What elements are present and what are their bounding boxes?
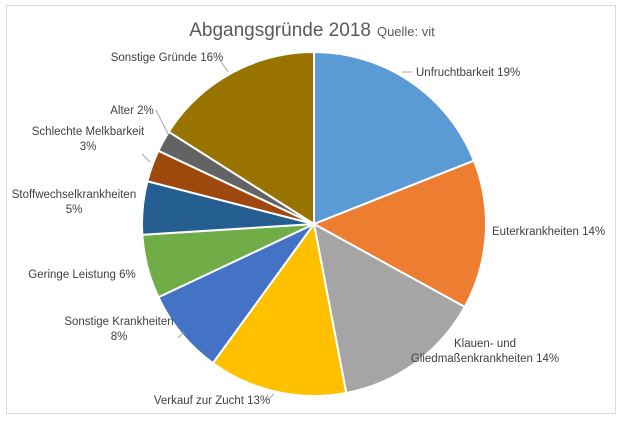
chart-title-row: Abgangsgründe 2018 Quelle: vit [7,20,617,42]
leader-line-10 [219,59,229,73]
data-label-5: Sonstige Krankheiten 8% [64,316,173,343]
leader-line-4 [267,393,275,401]
data-label-2: Euterkrankheiten 14% [492,226,605,238]
pie-slice-1 [313,50,476,226]
leader-line-5 [177,331,185,339]
data-label-7: Stoffwechselkrankheiten 5% [12,189,136,216]
data-label-10: Sonstige Gründe 16% [111,52,224,64]
leader-line-8 [141,153,151,163]
pie-slices [141,50,487,397]
chart-subtitle: Quelle: vit [376,24,435,39]
pie-slice-10 [167,50,315,226]
pie-slice-4 [211,221,348,397]
pie-slice-3 [312,222,467,395]
data-label-1: Unfruchtbarkeit 19% [416,67,520,79]
leader-line-9 [155,109,169,135]
pie-slice-2 [311,159,487,309]
chart-title: Abgangsgründe 2018 [189,20,371,41]
data-labels: Unfruchtbarkeit 19% Euterkrankheiten 14% K… [12,52,605,407]
data-label-3: Klauen- und Gliedmaßenkrankheiten 14% [411,338,559,365]
data-label-4: Verkauf zur Zucht 13% [154,395,270,407]
leader-lines [141,59,412,401]
data-label-8: Schlechte Melkbarkeit 3% [32,126,145,153]
data-label-6: Geringe Leistung 6% [28,269,135,281]
data-label-9: Alter 2% [110,105,153,117]
